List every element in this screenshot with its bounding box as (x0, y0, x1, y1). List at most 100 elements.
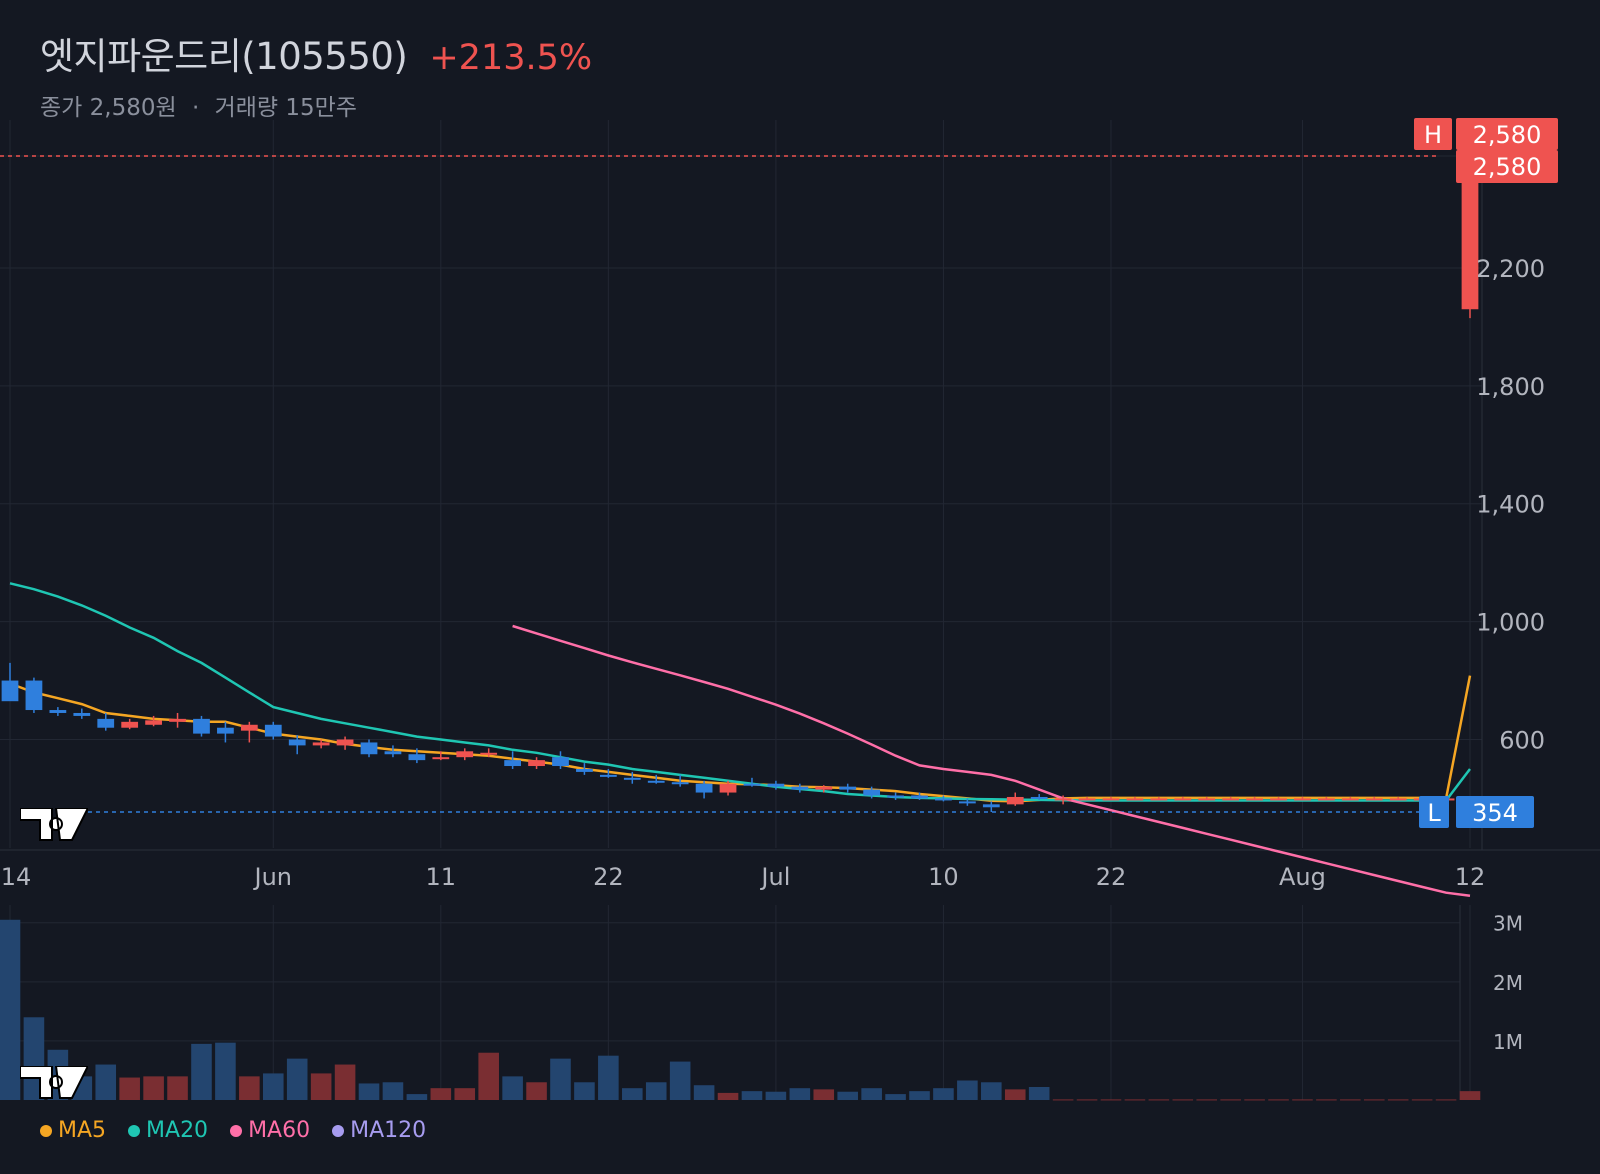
volume-bar (981, 1082, 1002, 1100)
volume-bar (598, 1055, 619, 1100)
legend-label: MA20 (146, 1118, 209, 1143)
low-value-box (1456, 796, 1534, 828)
volume-bar (909, 1091, 930, 1100)
volume-bar (885, 1094, 906, 1100)
volume-bar (1196, 1099, 1218, 1101)
volume-bar (1316, 1099, 1337, 1101)
candle-body (767, 783, 785, 787)
candle-body (408, 754, 426, 761)
candle-body (552, 757, 569, 767)
volume-bar (143, 1076, 164, 1100)
candle-body (1054, 798, 1072, 801)
candle-body (1389, 798, 1407, 801)
volume-bar (478, 1052, 499, 1100)
candle-body (432, 757, 450, 760)
legend-item-ma20[interactable]: MA20 (128, 1118, 208, 1143)
volume-bar (765, 1091, 787, 1100)
candle-body (911, 795, 928, 799)
volume-bar (693, 1085, 715, 1100)
candle-body (982, 804, 1000, 808)
volume-bar (119, 1077, 140, 1100)
legend-item-ma5[interactable]: MA5 (40, 1118, 106, 1143)
price-tick-label: 1,400 (1476, 491, 1545, 519)
ma-line-ma60 (512, 624, 1471, 897)
volume-bar (191, 1043, 212, 1100)
candle-body (193, 718, 210, 734)
high-tag-label: H (1424, 121, 1442, 149)
volume-bar (789, 1088, 811, 1100)
legend-dot (128, 1124, 141, 1137)
candle-body (1198, 798, 1216, 801)
candle-body (264, 724, 282, 737)
legend-label: MA5 (58, 1118, 107, 1143)
candle-body (719, 783, 737, 793)
candle-body (456, 751, 474, 758)
volume-bar (1220, 1099, 1241, 1101)
candle-body (1030, 796, 1048, 799)
volume-bar (358, 1083, 380, 1100)
volume-summary: 거래량 15만주 (214, 95, 357, 121)
volume-bar (286, 1058, 308, 1100)
time-tick-label: 22 (593, 863, 624, 891)
volume-bar (1052, 1099, 1074, 1101)
candle-body (599, 774, 617, 777)
volume-bar (1292, 1099, 1313, 1101)
candle-body (1270, 798, 1287, 801)
volume-bar (574, 1082, 595, 1100)
volume-bar (933, 1088, 954, 1100)
candle-body (1365, 798, 1383, 801)
time-tick-label: Jul (759, 863, 790, 891)
candle-body (121, 721, 139, 728)
legend-label: MA60 (248, 1118, 311, 1143)
candle-body (1078, 798, 1096, 801)
volume-bar (1076, 1099, 1098, 1101)
volume-bar (1387, 1099, 1409, 1101)
volume-bar (382, 1082, 404, 1100)
candle-body (25, 680, 43, 711)
ma-line-ma20 (9, 582, 1471, 802)
time-tick-label: 10 (928, 863, 959, 891)
price-tick-label: 1,800 (1476, 373, 1545, 401)
candle-body (647, 780, 665, 783)
volume-bar (310, 1073, 332, 1100)
candle-body (49, 710, 67, 713)
legend-label: MA120 (350, 1118, 427, 1143)
volume-tick-label: 2M (1493, 971, 1523, 995)
candle-body (288, 739, 306, 746)
volume-bar (0, 919, 21, 1100)
candle-body (959, 801, 976, 804)
candle-body (360, 742, 378, 755)
volume-bar (502, 1076, 523, 1100)
candle-body (1461, 156, 1479, 310)
legend-item-ma60[interactable]: MA60 (230, 1118, 310, 1143)
candle-body (384, 751, 402, 755)
candle-body (887, 795, 904, 798)
volume-bar (215, 1042, 236, 1100)
legend-item-ma120[interactable]: MA120 (332, 1118, 426, 1143)
time-tick-label: 11 (426, 863, 457, 891)
candle-body (1294, 798, 1311, 801)
time-tick-label: Jun (253, 863, 293, 891)
low-tag-label: L (1427, 799, 1441, 827)
close-price: 종가 2,580원 (40, 95, 177, 121)
candle-body (1174, 798, 1192, 801)
candle-body (1, 680, 19, 702)
volume-bar (1004, 1089, 1026, 1100)
volume-bar (861, 1088, 882, 1100)
volume-bar (1340, 1099, 1361, 1101)
volume-bar (1363, 1099, 1385, 1101)
volume-bar (167, 1076, 188, 1100)
candle-body (217, 727, 234, 734)
volume-bar (1459, 1091, 1481, 1100)
candle-body (1126, 798, 1144, 801)
candle-body (480, 752, 498, 755)
legend-dot (332, 1124, 345, 1137)
candle-body (815, 786, 833, 790)
volume-bar (406, 1094, 428, 1100)
high-value-box (1456, 118, 1558, 150)
volume-bar (1124, 1099, 1146, 1101)
last-price-box (1456, 150, 1558, 183)
candle-body (1318, 798, 1335, 801)
volume-tick-label: 1M (1493, 1030, 1523, 1054)
